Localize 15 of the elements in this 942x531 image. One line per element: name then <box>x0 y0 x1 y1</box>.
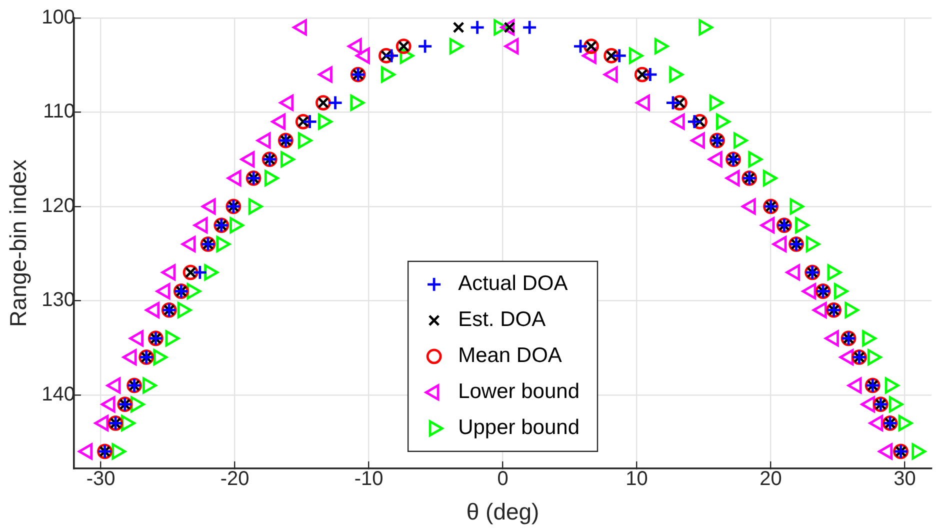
x-tick-label: 10 <box>626 468 648 490</box>
x-tick-label: 20 <box>760 468 782 490</box>
x-tick-label: -30 <box>86 468 116 490</box>
legend-label: Lower bound <box>458 380 580 404</box>
x-tick-label: 0 <box>497 468 508 490</box>
legend-label: Mean DOA <box>458 344 562 368</box>
legend-label: Actual DOA <box>458 272 568 296</box>
y-tick-label: 100 <box>42 6 75 29</box>
x-tick-label: -10 <box>354 468 384 490</box>
x-tick-label: 30 <box>894 468 916 490</box>
x-tick-label: -20 <box>220 468 250 490</box>
x-axis-title: θ (deg) <box>466 498 540 525</box>
y-axis-title: Range-bin index <box>5 158 32 327</box>
legend-label: Upper bound <box>458 416 580 440</box>
legend-label: Est. DOA <box>458 308 546 332</box>
